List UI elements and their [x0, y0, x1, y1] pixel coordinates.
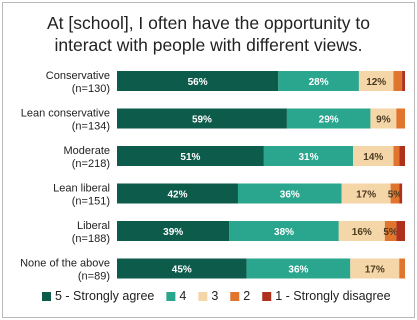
bar-segment-lean-liberal-1-strongly-disagree	[399, 183, 403, 204]
category-n-lean-liberal: (n=151)	[72, 196, 110, 208]
legend-swatch-5-strongly-agree	[42, 292, 51, 301]
data-label-moderate-4: 31%	[299, 152, 319, 163]
bar-segment-liberal-3	[338, 221, 385, 241]
legend-swatch-4	[166, 292, 176, 301]
bar-segment-lean-conservative-3	[370, 108, 397, 129]
bar-segment-lean-conservative-4	[286, 108, 371, 129]
category-n-lean-conservative: (n=134)	[72, 121, 110, 133]
legend-label-2: 2	[243, 289, 250, 303]
bar-segment-conservative-2	[393, 71, 403, 91]
bar-segment-liberal-5-strongly-agree	[117, 221, 230, 241]
bar-segment-conservative-3	[358, 71, 394, 91]
data-label-lean-liberal-4: 36%	[280, 190, 300, 201]
data-label-lean-liberal-5-strongly-agree: 42%	[167, 190, 187, 201]
legend-swatch-2	[230, 292, 240, 301]
bar-segment-conservative-5-strongly-agree	[117, 71, 279, 91]
category-label-conservative: Conservative	[46, 70, 110, 82]
bar-segment-none-of-the-above-4	[246, 258, 351, 279]
bar-segment-liberal-2	[384, 221, 397, 241]
bar-segment-moderate-1-strongly-disagree	[399, 146, 405, 166]
bar-segment-moderate-2	[393, 146, 400, 166]
category-label-liberal: Liberal	[77, 220, 110, 232]
data-label-lean-liberal-3: 17%	[356, 190, 376, 201]
legend-label-4: 4	[179, 289, 186, 303]
category-label-none-of-the-above: None of the above	[20, 258, 110, 270]
bar-segment-lean-conservative-2	[396, 108, 405, 129]
data-label-liberal-5-strongly-agree: 39%	[163, 227, 183, 238]
bar-segment-conservative-1-strongly-disagree	[402, 71, 405, 91]
bar-segment-lean-liberal-4	[237, 183, 342, 204]
category-label-lean-liberal: Lean liberal	[53, 183, 110, 195]
bar-segment-lean-liberal-3	[341, 183, 391, 204]
chart-title: At [school], I often have the opportunit…	[0, 12, 417, 56]
data-label-moderate-5-strongly-agree: 51%	[180, 152, 200, 163]
category-n-none-of-the-above: (n=89)	[78, 271, 110, 283]
data-label-liberal-3: 16%	[352, 227, 372, 238]
chart-title-line-1: At [school], I often have the opportunit…	[47, 13, 370, 33]
bar-segment-lean-liberal-5-strongly-agree	[117, 183, 238, 204]
data-label-lean-conservative-3: 9%	[376, 115, 391, 126]
category-label-lean-conservative: Lean conservative	[21, 108, 110, 120]
data-label-none-of-the-above-5-strongly-agree: 45%	[172, 265, 192, 276]
legend-swatch-3	[198, 292, 208, 301]
bar-segment-moderate-4	[263, 146, 354, 166]
data-label-moderate-3: 14%	[363, 152, 383, 163]
legend-label-5-strongly-agree: 5 - Strongly agree	[55, 289, 154, 303]
data-label-liberal-4: 38%	[274, 227, 294, 238]
bar-segment-conservative-4	[278, 71, 359, 91]
bar-segment-lean-conservative-5-strongly-agree	[117, 108, 287, 129]
bar-segment-moderate-3	[353, 146, 394, 166]
legend-swatch-1-strongly-disagree	[262, 292, 272, 301]
data-label-none-of-the-above-3: 17%	[365, 265, 385, 276]
legend-label-3: 3	[211, 289, 218, 303]
category-n-moderate: (n=218)	[72, 158, 110, 170]
bar-segment-none-of-the-above-2	[399, 258, 405, 279]
data-label-conservative-4: 28%	[309, 77, 329, 88]
data-label-lean-conservative-4: 29%	[319, 115, 339, 126]
bar-segment-moderate-5-strongly-agree	[117, 146, 264, 166]
data-label-liberal-2: 5%	[383, 227, 398, 238]
bar-segment-none-of-the-above-5-strongly-agree	[117, 258, 247, 279]
data-label-conservative-5-strongly-agree: 56%	[188, 77, 208, 88]
category-n-conservative: (n=130)	[72, 83, 110, 95]
category-label-moderate: Moderate	[64, 145, 110, 157]
data-label-conservative-3: 12%	[366, 77, 386, 88]
category-n-liberal: (n=188)	[72, 233, 110, 245]
data-label-lean-liberal-2: 5%	[388, 190, 403, 201]
bar-segment-none-of-the-above-3	[350, 258, 400, 279]
data-label-lean-conservative-5-strongly-agree: 59%	[192, 115, 212, 126]
data-label-none-of-the-above-4: 36%	[288, 265, 308, 276]
bar-segment-lean-liberal-2	[390, 183, 400, 204]
legend-label-1-strongly-disagree: 1 - Strongly disagree	[275, 289, 390, 303]
bar-segment-liberal-1-strongly-disagree	[396, 221, 405, 241]
bar-segment-liberal-4	[229, 221, 339, 241]
chart-title-line-2: interact with people with different view…	[54, 35, 363, 55]
